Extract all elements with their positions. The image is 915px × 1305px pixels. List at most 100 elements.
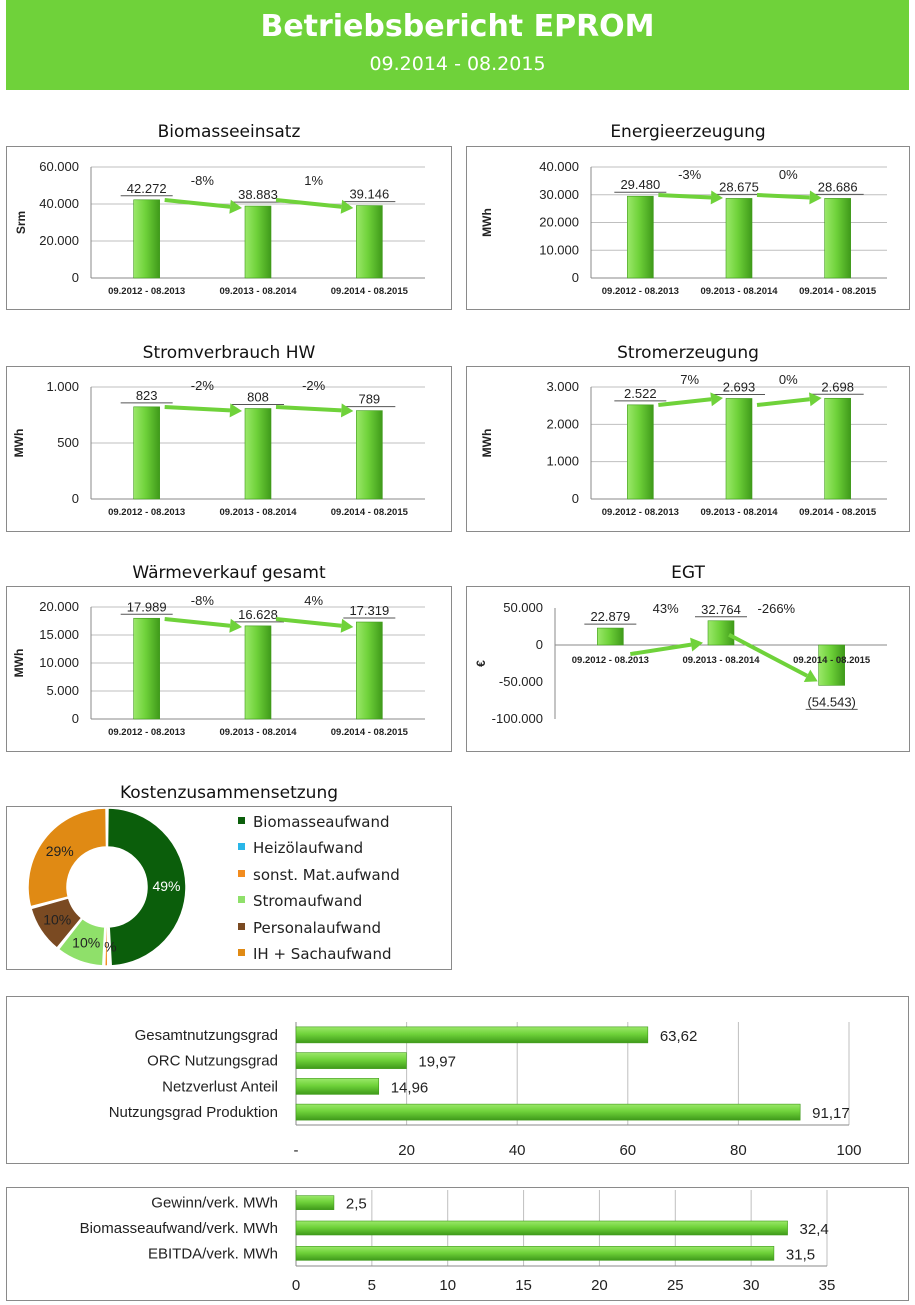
chart-panel-kennzahlen: 0 5 10 15 20 25 30 35 Gewinn/verk. MWh 2,5 Biomass… [6,1187,909,1301]
chart-panel-egt: -100.000 -50.000 0 50.000 €09.2012 - 08.2013… [466,586,910,752]
change-arrow-head [803,669,818,682]
bar [295,1103,801,1121]
y-axis-label: € [474,660,488,667]
x-tick-label: 09.2012 - 08.2013 [572,655,649,666]
change-arrow [756,193,810,200]
x-tick-label: 100 [836,1142,861,1159]
y-tick-label: 40.000 [539,159,579,174]
chart-panel-energie: 0 10.000 20.000 30.000 40.000 MWh 09.2012 - 08… [466,146,910,310]
y-tick-label: Netzverlust Anteil [162,1078,278,1095]
data-label: 32,4 [800,1221,829,1238]
change-arrow [658,397,712,407]
change-label: 1% [304,173,323,188]
y-axis-label: MWh [12,649,26,678]
x-tick-label: 15 [515,1277,532,1294]
y-tick-label: 1.000 [46,379,79,394]
bar [356,205,383,279]
legend-swatch [238,843,245,851]
chart-panel-waerme: 0 5.000 10.000 15.000 20.000 MWh 09.2012 - 08.… [6,586,452,752]
bar [818,644,845,686]
data-label: 2.522 [624,386,657,401]
change-arrow [630,642,692,657]
y-tick-label: ORC Nutzungsgrad [147,1053,278,1070]
y-tick-label: 10.000 [39,655,79,670]
data-label: 17.989 [127,599,167,614]
y-axis-label: Srm [14,211,28,234]
change-label: -2% [191,378,215,393]
x-tick-label: 09.2014 - 08.2015 [331,507,409,518]
y-tick-label: -50.000 [499,674,543,689]
data-label: 63,62 [660,1028,698,1045]
change-arrow [164,405,231,413]
data-label: 19,97 [418,1054,456,1071]
data-label: 2.693 [723,379,756,394]
x-tick-label: 09.2013 - 08.2014 [219,286,297,297]
x-tick-label: 40 [509,1142,526,1159]
change-label: -266% [758,601,796,616]
legend-label: IH + Sachaufwand [253,944,392,963]
legend-item: Stromaufwand [238,892,400,918]
pie-label: 10% [72,935,100,951]
chart-nutzung: - 20 40 60 80 100 Gesamtnutzungsgrad 63,62 ORC N… [109,1022,862,1159]
legend-item: Heizölaufwand [238,839,400,865]
x-tick-label: 09.2012 - 08.2013 [602,507,679,518]
chart-title-stromverbrauch: Stromverbrauch HW [142,343,316,363]
data-label: 808 [247,390,269,405]
legend-item: sonst. Mat.aufwand [238,866,400,892]
bar [133,199,160,279]
y-tick-label: Gesamtnutzungsgrad [135,1027,278,1044]
chart-title-stromerzeugung: Stromerzeugung [617,343,759,363]
y-tick-label: 500 [57,435,79,450]
y-tick-label: 15.000 [39,627,79,642]
bar [244,625,272,720]
change-label: 7% [680,372,699,387]
chart-stromverbrauch: 0 500 1.000 MWh 09.2012 - 08.2013 823 09.2013 … [12,378,425,518]
x-tick-label: 09.2012 - 08.2013 [108,507,185,518]
bar [356,621,383,720]
chart-kosten: 49%1%10%10%29% [27,807,187,967]
legend-item: Personalaufwand [238,919,400,945]
y-tick-label: 30.000 [539,187,579,202]
pie-label: 10% [43,912,71,928]
report-title: Betriebsbericht EPROM [260,9,655,44]
chart-kennzahlen: 0 5 10 15 20 25 30 35 Gewinn/verk. MWh 2,5 Biomass… [80,1190,835,1294]
legend-label: Personalaufwand [253,918,381,937]
pie-label: 29% [46,843,74,859]
chart-title-energie: Energieerzeugung [610,122,766,142]
data-label: 28.686 [818,179,858,194]
legend-label: Biomasseaufwand [253,813,390,831]
y-tick-label: 3.000 [546,379,579,394]
data-label: 29.480 [620,177,660,192]
chart-egt: -100.000 -50.000 0 50.000 € 09.2012 - 08.2013… [474,600,887,726]
chart-panel-kosten: 49% 1% 10% 10% 29% [6,806,452,970]
legend-swatch [238,922,245,930]
x-tick-label: 09.2012 - 08.2013 [602,286,679,297]
bar [356,410,383,500]
change-arrow [164,617,231,628]
y-tick-label: -100.000 [492,711,543,726]
chart-energie: 0 10.000 20.000 30.000 40.000 MWh 09.2012 - 08… [480,159,887,297]
data-label: 789 [358,392,380,407]
pie-slice [57,917,106,967]
x-tick-label: 09.2013 - 08.2014 [700,507,778,518]
y-tick-label: 60.000 [39,159,79,174]
bar [707,620,735,646]
pie-slice [103,926,109,967]
data-label: 39.146 [349,187,389,202]
legend-swatch [238,869,245,877]
change-arrow [164,198,231,209]
y-tick-label: 0 [572,491,579,506]
y-tick-label: 2.000 [546,416,579,431]
x-tick-label: - [294,1142,299,1159]
bar [295,1246,775,1261]
x-tick-label: 09.2013 - 08.2014 [682,655,760,666]
change-arrow-head [229,403,242,418]
data-label: 42.272 [127,181,167,196]
x-tick-label: 60 [619,1142,636,1159]
data-label: 823 [136,388,158,403]
bar [627,404,654,500]
x-tick-label: 20 [398,1142,415,1159]
chart-biomasse: 0 20.000 40.000 60.000 Srm 09.2012 - 08.2013 4… [14,159,425,297]
legend-item: IH + Sachaufwand [238,945,400,971]
x-tick-label: 25 [667,1277,684,1294]
